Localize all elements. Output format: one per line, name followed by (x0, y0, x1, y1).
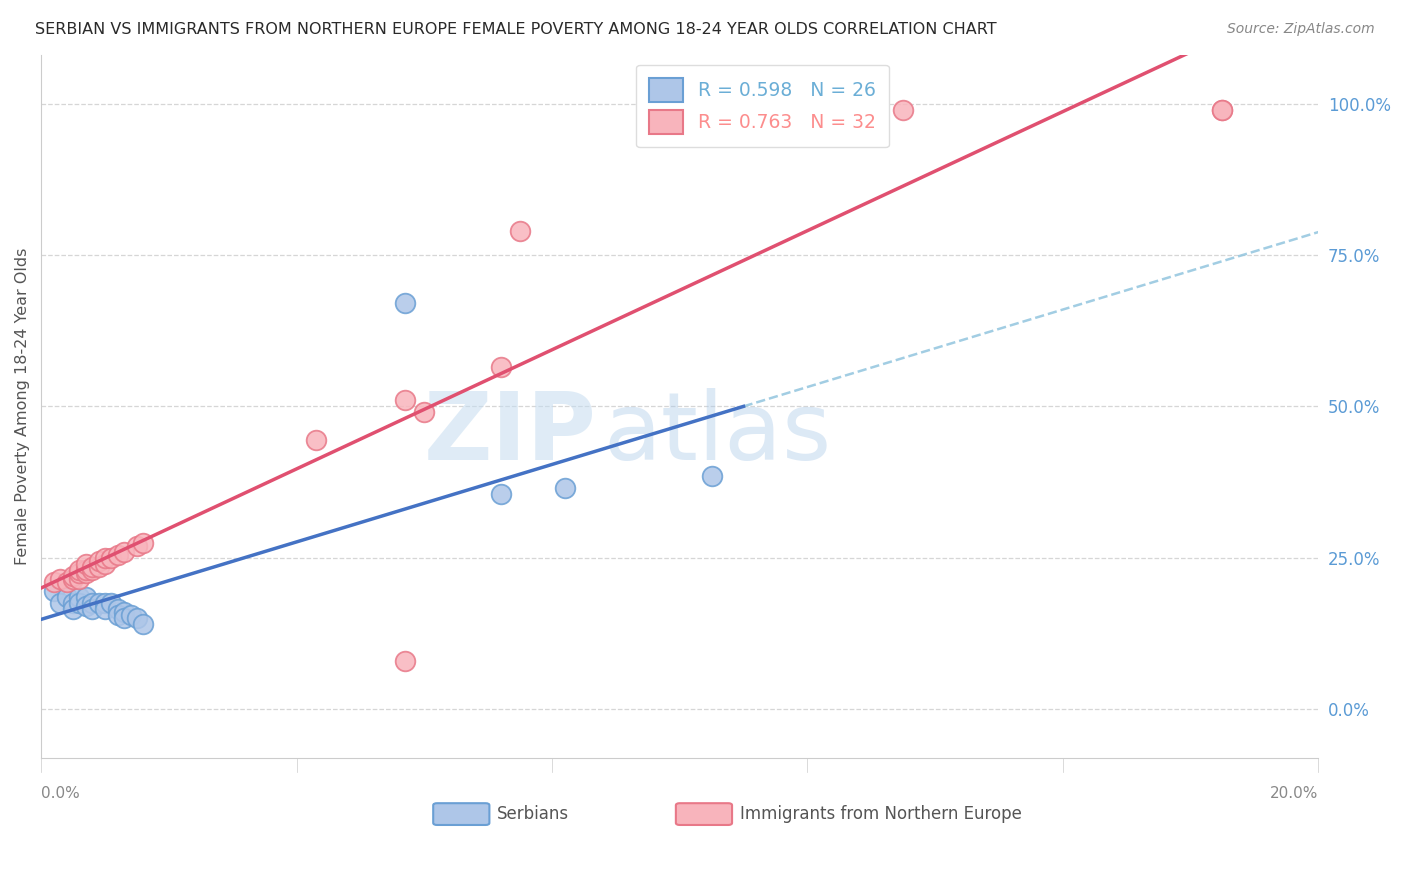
Point (100, 596, 122, 610)
Point (67, 563, 90, 577)
Point (554, 481, 576, 495)
Point (62, 569, 84, 583)
Point (67, 572, 90, 586)
Point (1211, 103, 1233, 117)
Point (55, 574, 77, 589)
Point (637, 103, 659, 117)
Point (82, 602, 104, 616)
Point (489, 487, 512, 501)
Point (82, 563, 104, 577)
Point (100, 550, 122, 565)
Point (75, 563, 97, 577)
Point (82, 559, 104, 574)
Point (112, 544, 135, 558)
Legend: R = 0.598   N = 26, R = 0.763   N = 32: R = 0.598 N = 26, R = 0.763 N = 32 (637, 64, 889, 147)
Text: Serbians: Serbians (498, 805, 569, 822)
Text: SERBIAN VS IMMIGRANTS FROM NORTHERN EUROPE FEMALE POVERTY AMONG 18-24 YEAR OLDS : SERBIAN VS IMMIGRANTS FROM NORTHERN EURO… (35, 22, 997, 37)
Point (413, 405, 436, 419)
FancyBboxPatch shape (433, 803, 489, 825)
Point (394, 654, 416, 668)
Point (55, 590, 77, 604)
Point (700, 469, 723, 483)
Point (94, 550, 117, 565)
Point (87, 596, 110, 610)
Point (132, 617, 155, 632)
Point (49, 572, 72, 586)
Point (112, 605, 135, 619)
Point (42, 574, 65, 589)
Point (67, 590, 90, 604)
Point (49, 596, 72, 610)
Point (87, 559, 110, 574)
Point (1211, 103, 1233, 117)
Point (509, 224, 531, 238)
Point (107, 602, 129, 616)
Point (305, 433, 328, 447)
Text: 20.0%: 20.0% (1270, 786, 1319, 801)
Point (94, 596, 117, 610)
FancyBboxPatch shape (676, 803, 733, 825)
Text: ZIP: ZIP (423, 388, 596, 481)
Point (891, 103, 914, 117)
Point (62, 572, 84, 586)
Point (125, 539, 148, 553)
Text: 0.0%: 0.0% (41, 786, 80, 801)
Point (394, 296, 416, 310)
Point (125, 611, 148, 625)
Point (62, 596, 84, 610)
Y-axis label: Female Poverty Among 18-24 Year Olds: Female Poverty Among 18-24 Year Olds (15, 248, 30, 565)
Point (75, 557, 97, 571)
Point (120, 608, 142, 623)
Point (67, 596, 90, 610)
Point (107, 608, 129, 623)
Point (42, 584, 65, 599)
Point (94, 557, 117, 571)
Point (107, 548, 129, 562)
Point (75, 599, 97, 614)
Text: Immigrants from Northern Europe: Immigrants from Northern Europe (740, 805, 1022, 822)
Point (87, 554, 110, 568)
Text: atlas: atlas (603, 388, 831, 481)
Point (82, 596, 104, 610)
Point (112, 611, 135, 625)
Point (67, 566, 90, 580)
Point (75, 566, 97, 580)
Text: Source: ZipAtlas.com: Source: ZipAtlas.com (1227, 22, 1375, 37)
Point (394, 393, 416, 408)
Point (489, 359, 512, 374)
Point (62, 602, 84, 616)
Point (94, 602, 117, 616)
Point (75, 590, 97, 604)
Point (132, 535, 155, 549)
